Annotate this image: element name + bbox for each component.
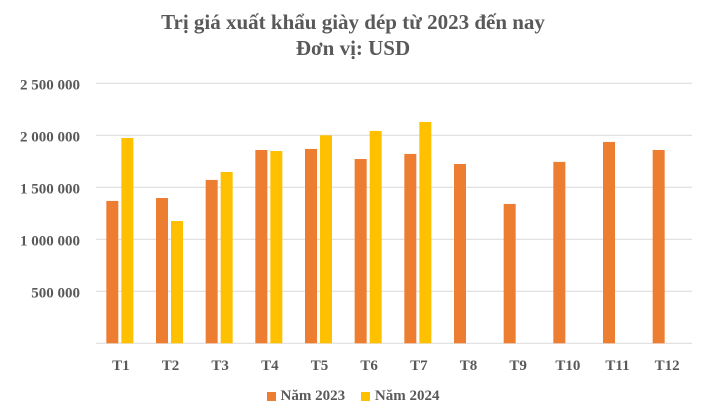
bar-T7-Năm-2023 <box>404 153 417 344</box>
y-tick-label: 2 000 000 <box>20 129 80 145</box>
bar-T1-Năm-2023 <box>106 200 119 344</box>
x-tick-label: T5 <box>311 358 329 374</box>
bar-T1-Năm-2024 <box>121 138 134 344</box>
y-tick-label: 1 000 000 <box>20 233 80 249</box>
bar-T10-Năm-2023 <box>553 161 566 344</box>
x-tick-label: T12 <box>655 358 680 374</box>
bar-T9-Năm-2023 <box>503 203 516 344</box>
bar-T6-Năm-2023 <box>354 159 367 344</box>
bar-T3-Năm-2023 <box>205 179 218 344</box>
x-tick-label: T9 <box>509 358 527 374</box>
bar-T4-Năm-2023 <box>255 149 268 344</box>
chart-title: Trị giá xuất khẩu giày dép từ 2023 đến n… <box>161 10 545 34</box>
x-tick-label: T10 <box>555 358 580 374</box>
legend-swatch-2024 <box>360 392 370 401</box>
bar-T8-Năm-2023 <box>454 164 466 344</box>
x-tick-label: T6 <box>360 358 378 374</box>
bar-T4-Năm-2024 <box>270 151 283 344</box>
x-tick-label: T4 <box>261 358 279 374</box>
x-tick-label: T7 <box>410 358 428 374</box>
x-tick-label: T8 <box>460 358 478 374</box>
bar-T2-Năm-2024 <box>171 220 183 344</box>
chart-subtitle: Đơn vị: USD <box>295 36 411 60</box>
legend: Năm 2023 Năm 2024 <box>0 388 706 406</box>
bar-T11-Năm-2023 <box>603 141 615 344</box>
x-tick-label: T1 <box>112 358 130 374</box>
bar-T3-Năm-2024 <box>220 172 233 344</box>
legend-swatch-2023 <box>266 392 276 401</box>
y-tick-label: 1 500 000 <box>20 181 80 197</box>
legend-item-2023: Năm 2023 <box>266 388 346 405</box>
x-tick-label: T3 <box>211 358 229 374</box>
bar-T12-Năm-2023 <box>652 149 665 344</box>
bar-T6-Năm-2024 <box>369 130 382 344</box>
x-tick-label: T2 <box>162 358 180 374</box>
legend-label-2023: Năm 2023 <box>280 388 346 404</box>
legend-label-2024: Năm 2024 <box>374 388 440 404</box>
bar-T7-Năm-2024 <box>419 121 432 344</box>
y-tick-label: 2 500 000 <box>20 77 80 93</box>
bar-T2-Năm-2023 <box>156 198 168 344</box>
bar-T5-Năm-2023 <box>305 148 317 344</box>
y-tick-label: 500 000 <box>31 285 80 301</box>
bar-T5-Năm-2024 <box>320 135 332 344</box>
legend-item-2024: Năm 2024 <box>360 388 440 405</box>
x-tick-label: T11 <box>605 358 629 374</box>
